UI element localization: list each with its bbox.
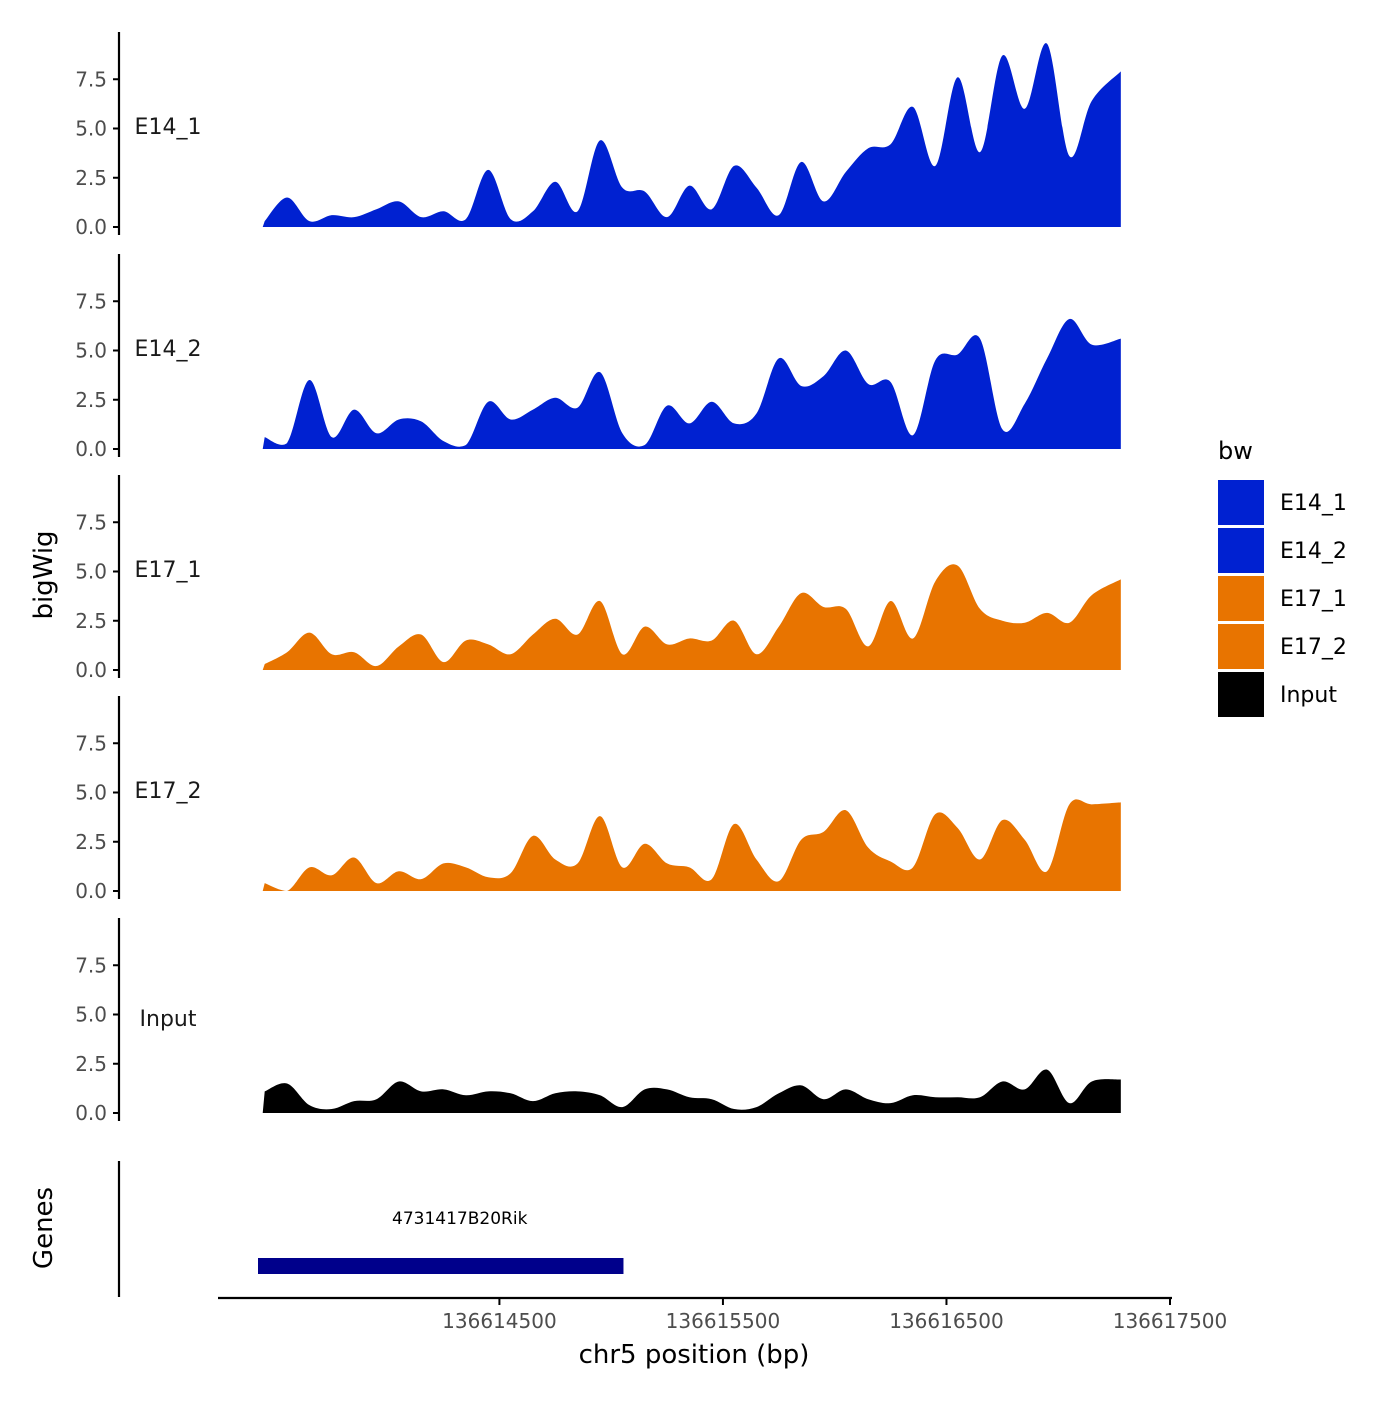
gene-body bbox=[258, 1258, 624, 1274]
legend: bw E14_1 E14_2 E17_1 E17_2 Input bbox=[1218, 437, 1347, 717]
track-e14_2: 0.0 2.5 5.0 7.5 E14_2 bbox=[75, 254, 1121, 461]
y-tick-label: 7.5 bbox=[75, 953, 107, 977]
track-e17_1: 0.0 2.5 5.0 7.5 E17_1 bbox=[75, 475, 1121, 682]
track-label: Input bbox=[140, 1007, 197, 1032]
y-tick-label: 7.5 bbox=[75, 289, 107, 313]
legend-swatch bbox=[1218, 576, 1264, 621]
y-tick-label: 0.0 bbox=[75, 215, 107, 239]
track-label: E14_1 bbox=[135, 115, 202, 140]
track-label: E14_2 bbox=[135, 337, 202, 362]
y-tick-label: 5.0 bbox=[75, 560, 107, 584]
y-tick-label: 7.5 bbox=[75, 67, 107, 91]
legend-label: E14_1 bbox=[1280, 491, 1347, 516]
y-tick-label: 0.0 bbox=[75, 437, 107, 461]
signal-area-input bbox=[262, 1069, 1121, 1113]
y-tick-label: 0.0 bbox=[75, 1101, 107, 1125]
track-e14_1: 0.0 2.5 5.0 7.5 E14_1 bbox=[75, 32, 1121, 239]
track-input: 0.0 2.5 5.0 7.5 Input bbox=[75, 918, 1121, 1125]
legend-label: E17_2 bbox=[1280, 635, 1347, 660]
y-tick-label: 2.5 bbox=[75, 609, 107, 633]
y-tick-label: 5.0 bbox=[75, 339, 107, 363]
legend-swatch bbox=[1218, 528, 1264, 573]
x-tick-label: 136615500 bbox=[666, 1309, 781, 1333]
y-tick-label: 2.5 bbox=[75, 166, 107, 190]
y-tick-label: 5.0 bbox=[75, 1003, 107, 1027]
genes-track-label: Genes bbox=[29, 1187, 59, 1269]
track-label: E17_2 bbox=[135, 779, 202, 804]
x-tick-label: 136617500 bbox=[1113, 1309, 1228, 1333]
y-axis-label: bigWig bbox=[29, 530, 59, 619]
legend-swatch bbox=[1218, 672, 1264, 717]
x-tick-label: 136616500 bbox=[889, 1309, 1004, 1333]
gene-label: 4731417B20Rik bbox=[392, 1209, 528, 1229]
legend-swatch bbox=[1218, 624, 1264, 669]
legend-label: E14_2 bbox=[1280, 539, 1347, 564]
y-tick-label: 0.0 bbox=[75, 879, 107, 903]
legend-swatch bbox=[1218, 480, 1264, 525]
x-axis-label: chr5 position (bp) bbox=[579, 1340, 810, 1370]
signal-area-e17_2 bbox=[262, 799, 1121, 891]
genes-track: 4731417B20Rik bbox=[117, 1161, 624, 1297]
y-tick-label: 5.0 bbox=[75, 781, 107, 805]
y-tick-label: 7.5 bbox=[75, 731, 107, 755]
signal-area-e14_1 bbox=[262, 43, 1121, 228]
y-tick-label: 7.5 bbox=[75, 510, 107, 534]
y-tick-label: 2.5 bbox=[75, 388, 107, 412]
y-tick-label: 0.0 bbox=[75, 658, 107, 682]
x-tick-label: 136614500 bbox=[442, 1309, 557, 1333]
y-tick-label: 5.0 bbox=[75, 117, 107, 141]
track-e17_2: 0.0 2.5 5.0 7.5 E17_2 bbox=[75, 696, 1121, 903]
signal-tracks: 0.0 2.5 5.0 7.5 E14_1 0.0 2.5 5.0 7.5 E14_2 0.0 2.5… bbox=[75, 32, 1121, 1125]
legend-label: E17_1 bbox=[1280, 587, 1347, 612]
y-tick-label: 2.5 bbox=[75, 830, 107, 854]
legend-label: Input bbox=[1280, 683, 1337, 708]
signal-area-e17_1 bbox=[262, 564, 1121, 670]
signal-area-e14_2 bbox=[262, 318, 1121, 449]
y-tick-label: 2.5 bbox=[75, 1052, 107, 1076]
x-axis: 136614500 136615500 136616500 136617500 bbox=[218, 1296, 1228, 1333]
track-label: E17_1 bbox=[135, 558, 202, 583]
legend-title: bw bbox=[1218, 437, 1253, 465]
